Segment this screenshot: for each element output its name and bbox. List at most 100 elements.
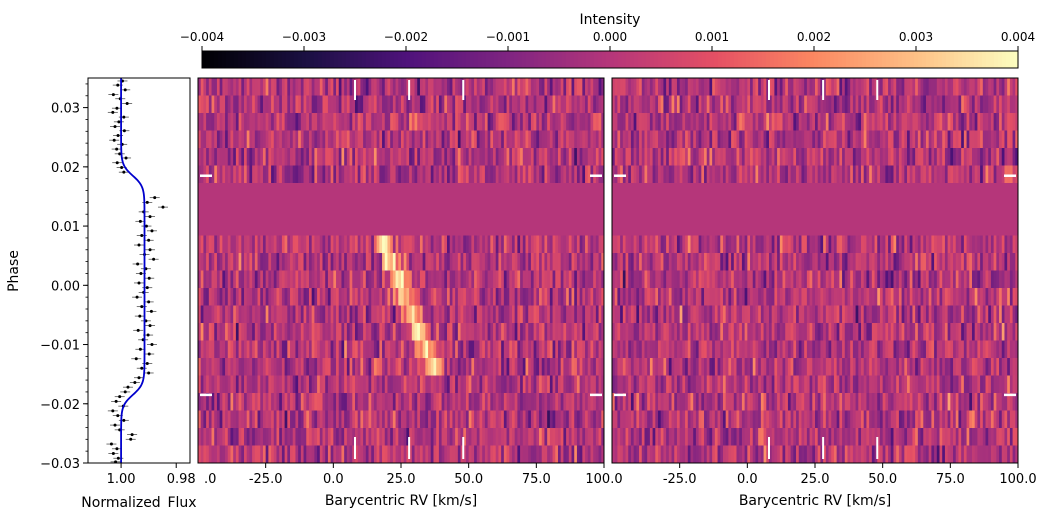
heatmap-cell (909, 78, 913, 96)
heatmap-cell (252, 445, 256, 464)
heatmap-cell (909, 235, 913, 254)
heatmap-cell (549, 358, 554, 376)
heatmap-cell (455, 393, 459, 411)
colorbar-swatch (498, 51, 503, 68)
heatmap-cell (503, 340, 508, 359)
heatmap-cell (866, 305, 870, 324)
heatmap-cell (235, 428, 240, 446)
heatmap-cell (346, 253, 351, 271)
heatmap-cell (942, 78, 946, 96)
heatmap-cell (306, 323, 310, 341)
heatmap-cell (463, 113, 467, 131)
heatmap-cell (612, 305, 616, 324)
heatmap-cell (755, 130, 759, 149)
heatmap-cell (549, 288, 554, 306)
heatmap-cell (576, 95, 581, 114)
heatmap-cell (281, 235, 286, 254)
heatmap-cell (373, 410, 378, 429)
heatmap-cell (706, 165, 710, 184)
heatmap-cell (885, 78, 889, 96)
heatmap-cell (314, 393, 318, 411)
heatmap-x-tick-label: 0.0 (323, 472, 344, 487)
heatmap-cell (790, 95, 794, 114)
heatmap-cell (720, 235, 724, 254)
heatmap-cell (571, 340, 575, 359)
heatmap-cell (428, 428, 432, 446)
heatmap-cell (401, 253, 405, 271)
heatmap-cell (298, 78, 302, 96)
heatmap-cell (460, 410, 464, 429)
heatmap-cell (622, 253, 627, 271)
heatmap-cell (671, 305, 675, 324)
heatmap-cell (474, 253, 478, 271)
heatmap-cell (890, 130, 894, 149)
heatmap-cell (298, 428, 302, 446)
heatmap-cell (522, 358, 527, 376)
heatmap-cell (211, 393, 215, 411)
heatmap-cell (290, 428, 294, 446)
heatmap-cell (555, 410, 559, 429)
heatmap-cell (525, 305, 529, 324)
heatmap-cell (262, 165, 267, 184)
heatmap-cell (598, 95, 602, 114)
heatmap-cell (452, 78, 456, 96)
heatmap-cell (525, 393, 529, 411)
heatmap-cell (225, 235, 229, 254)
heatmap-cell (533, 148, 537, 166)
heatmap-cell (790, 78, 794, 96)
heatmap-cell (1007, 130, 1011, 149)
heatmap-signal-xlabel: Barycentric RV [km/s] (325, 493, 477, 509)
heatmap-cell (541, 113, 545, 131)
heatmap-cell (739, 235, 743, 254)
heatmap-cell (855, 78, 859, 96)
heatmap-cell (514, 95, 518, 114)
heatmap-cell (590, 253, 594, 271)
heatmap-cell (216, 393, 221, 411)
heatmap-cell (796, 288, 800, 306)
heatmap-cell (262, 148, 267, 166)
heatmap-cell (885, 288, 889, 306)
heatmap-cell (590, 375, 594, 394)
heatmap-cell (682, 113, 686, 131)
heatmap-cell (311, 358, 315, 376)
heatmap-cell (268, 270, 272, 289)
colorbar-swatch (218, 51, 223, 68)
heatmap-cell (509, 95, 513, 114)
colorbar-swatch (378, 51, 383, 68)
heatmap-cell (649, 95, 654, 114)
heatmap-cell (463, 393, 467, 411)
heatmap-cell (211, 165, 215, 184)
heatmap-cell (866, 235, 870, 254)
heatmap-cell (292, 165, 296, 184)
heatmap-cell (401, 305, 405, 324)
heatmap-cell (522, 148, 527, 166)
heatmap-cell (520, 130, 524, 149)
heatmap-cell (701, 130, 705, 149)
heatmap-cell (695, 148, 700, 166)
light-curve-point (149, 309, 153, 313)
heatmap-cell (771, 288, 775, 306)
heatmap-cell (447, 323, 451, 341)
heatmap-cell (200, 95, 204, 114)
heatmap-cell (817, 235, 821, 254)
light-curve-point (146, 333, 150, 337)
heatmap-cell (576, 288, 581, 306)
heatmap-cell (944, 95, 949, 114)
heatmap-cell (812, 148, 816, 166)
heatmap-cell (828, 130, 832, 149)
heatmap-cell (395, 288, 399, 306)
heatmap-cell (463, 323, 467, 341)
heatmap-cell (387, 288, 391, 306)
heatmap-cell (216, 113, 221, 131)
heatmap-cell (306, 393, 310, 411)
heatmap-cell (306, 288, 310, 306)
heatmap-cell (265, 428, 269, 446)
heatmap-cell (752, 165, 756, 184)
heatmap-cell (655, 235, 659, 254)
heatmap-cell (836, 148, 840, 166)
heatmap-cell (866, 130, 870, 149)
heatmap-cell (257, 358, 261, 376)
heatmap-cell (365, 148, 370, 166)
heatmap-cell (815, 95, 819, 114)
colorbar-swatch (338, 51, 343, 68)
